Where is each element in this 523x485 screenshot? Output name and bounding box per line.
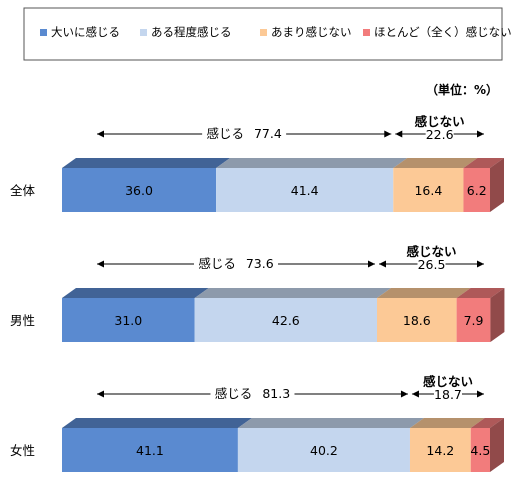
legend-swatch [140, 29, 147, 36]
bar-side [490, 158, 504, 212]
arrow-head [400, 390, 408, 398]
bar-segment [62, 428, 238, 472]
arrow-head [411, 390, 419, 398]
bar-segment-top [216, 158, 408, 168]
annotation-notfeel-value: 26.5 [418, 257, 446, 272]
bar-segment-top [377, 288, 471, 298]
annotation-mask [210, 384, 295, 404]
annotation-notfeel-value: 22.6 [426, 127, 454, 142]
arrow-head [477, 130, 484, 138]
bar-side [490, 288, 505, 342]
data-label: 4.5 [470, 443, 490, 458]
bar-segment-top [62, 158, 231, 168]
arrow-head [477, 390, 484, 398]
data-label: 41.4 [291, 183, 319, 198]
legend-label: あまり感じない [271, 25, 352, 39]
annotation-mask [425, 129, 454, 141]
category-label: 全体 [10, 183, 36, 198]
bar-segment-top [393, 158, 478, 168]
legend: 大いに感じる ある程度感じる あまり感じない ほとんど（全く）感じない [23, 7, 512, 61]
bar-side [490, 418, 504, 472]
annotation-feel-text: 感じる 77.4 [206, 126, 281, 141]
data-label: 41.1 [136, 443, 164, 458]
arrow-head [368, 260, 376, 268]
bar-segment-top [62, 418, 252, 428]
legend-label: ある程度感じる [151, 25, 232, 39]
data-label: 36.0 [125, 183, 153, 198]
data-label: 16.4 [414, 183, 442, 198]
category-label: 男性 [10, 313, 35, 328]
data-label: 40.2 [310, 443, 338, 458]
arrow-head [97, 130, 104, 138]
legend-swatch [363, 29, 370, 36]
bar-segment [456, 298, 491, 342]
legend-label: 大いに感じる [51, 25, 120, 39]
unit-note: （単位：%） [426, 82, 498, 97]
annotation-mask [202, 124, 287, 144]
bar-segment-top [470, 418, 504, 428]
annotation-notfeel-label: 感じない [415, 114, 465, 129]
bar-segment [393, 168, 464, 212]
bar-segment [216, 168, 394, 212]
legend-swatch [260, 29, 267, 36]
arrow-head [384, 130, 392, 138]
bar-segment [62, 298, 195, 342]
arrow-head [395, 130, 403, 138]
bar-segment [377, 298, 457, 342]
data-label: 18.6 [403, 313, 431, 328]
data-label: 14.2 [426, 443, 454, 458]
data-label: 31.0 [114, 313, 142, 328]
arrow-head [477, 260, 484, 268]
annotation-mask [417, 259, 446, 271]
bar-segment-top [409, 418, 485, 428]
annotation-notfeel-label: 感じない [406, 244, 456, 259]
data-label: 42.6 [272, 313, 300, 328]
bar-segment [463, 168, 490, 212]
bar-segment-top [463, 158, 504, 168]
legend-label: ほとんど（全く）感じない [374, 25, 512, 39]
bar-segment [470, 428, 490, 472]
bar-segment-top [194, 288, 392, 298]
annotation-feel-text: 感じる 73.6 [198, 256, 273, 271]
annotation-notfeel-value: 18.7 [434, 387, 462, 402]
annotation-mask [433, 389, 462, 401]
category-label: 女性 [10, 443, 35, 458]
bar-segment [237, 428, 410, 472]
bar-segment [62, 168, 217, 212]
data-label: 7.9 [464, 313, 484, 328]
bar-segment [409, 428, 471, 472]
annotation-mask [194, 254, 279, 274]
data-label: 6.2 [467, 183, 487, 198]
legend-swatch [40, 29, 47, 36]
arrow-head [379, 260, 387, 268]
annotation-notfeel-label: 感じない [423, 374, 473, 389]
bar-segment [194, 298, 378, 342]
bar-segment-top [237, 418, 424, 428]
arrow-head [97, 260, 104, 268]
annotation-feel-text: 感じる 81.3 [215, 386, 290, 401]
bar-segment-top [62, 288, 209, 298]
arrow-head [97, 390, 104, 398]
bar-segment-top [456, 288, 505, 298]
